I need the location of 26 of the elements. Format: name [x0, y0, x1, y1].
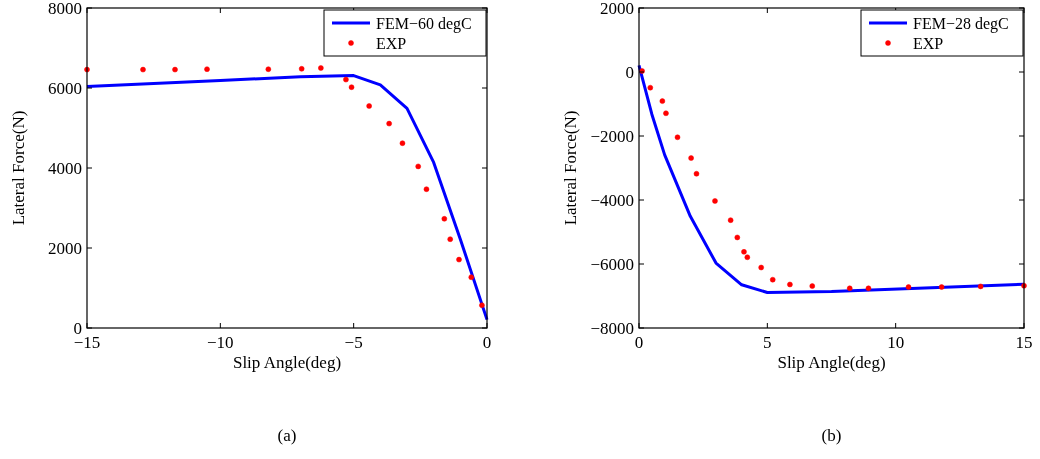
- x-axis-title: Slip Angle(deg): [777, 353, 886, 372]
- text: (a): [277, 426, 297, 445]
- y-tick-label: 0: [625, 63, 634, 82]
- legend-label: EXP: [376, 35, 407, 52]
- x-tick-label: 15: [1015, 333, 1033, 352]
- legend-label: FEM−60 degC: [376, 15, 472, 33]
- y-tick-label: 2000: [600, 0, 634, 18]
- x-tick-label: 0: [482, 333, 492, 352]
- y-tick-label: −2000: [590, 127, 634, 146]
- x-tick-label: −10: [207, 333, 234, 352]
- x-axis-title: Slip Angle(deg): [232, 353, 342, 372]
- y-axis-title: Lateral Force(N): [9, 110, 28, 226]
- y-tick-label: −4000: [590, 191, 634, 210]
- x-tick-label: 10: [887, 333, 905, 352]
- y-axis-title: Lateral Force(N): [561, 110, 580, 226]
- x-tick-label: 5: [763, 333, 772, 352]
- y-tick-label: 6000: [48, 79, 82, 98]
- legend-label: FEM−28 degC: [913, 15, 1009, 33]
- y-tick-label: 4000: [48, 159, 82, 178]
- y-tick-label: 2000: [48, 239, 82, 258]
- legend-label: EXP: [913, 35, 944, 52]
- y-tick-label: 8000: [48, 0, 82, 18]
- y-tick-label: −8000: [590, 319, 634, 338]
- x-tick-label: −5: [344, 333, 363, 352]
- y-tick-label: −6000: [590, 255, 634, 274]
- text: (b): [821, 426, 842, 445]
